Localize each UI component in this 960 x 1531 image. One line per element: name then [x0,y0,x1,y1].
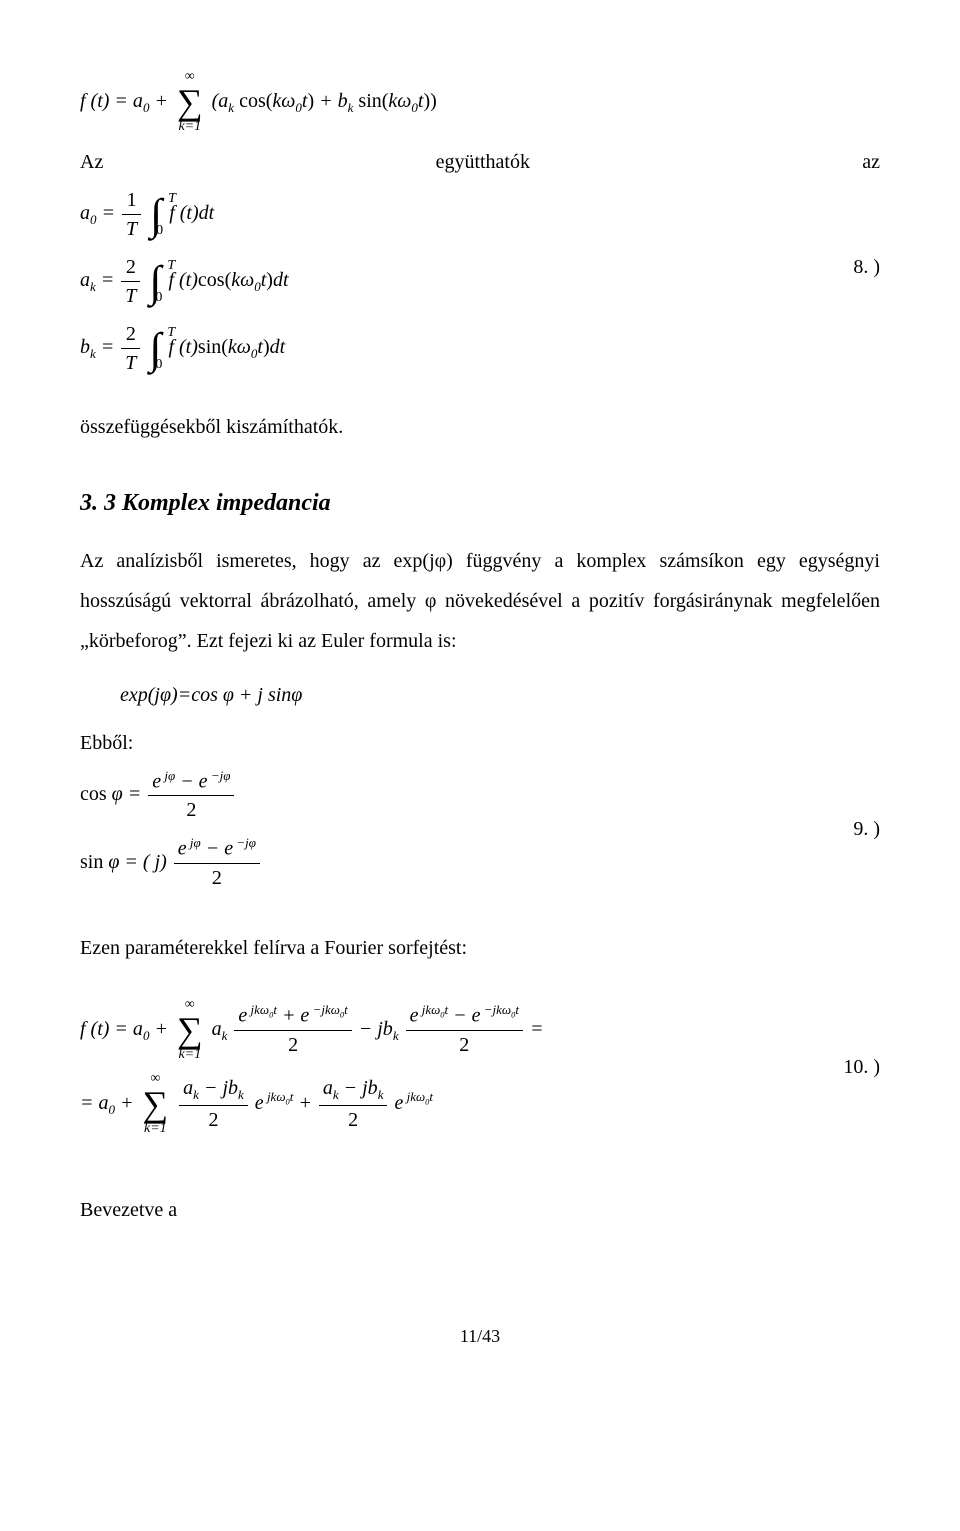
text-fourier-params: Ezen paraméterekkel felírva a Fourier so… [80,928,880,968]
paragraph-intro: Az analízisből ismeretes, hogy az exp(jφ… [80,541,880,661]
eq-text: ak = 2T T∫0 f (t)cos(kω0t)dt [80,253,289,310]
equation-a0: a0 = 1T T∫0 f (t)dt [80,186,880,243]
word-egyutthatok: együtthatók [436,148,530,176]
equation-ak: ak = 2T T∫0 f (t)cos(kω0t)dt 8. ) [80,253,880,310]
equation-bk: bk = 2T T∫0 f (t)sin(kω0t)dt [80,320,880,377]
word-az: Az [80,148,103,176]
equation-number-8: 8. ) [833,253,880,281]
eq10-line1: f (t) = a0 + ∞∑k=1 ak e jkω0t + e −jkω0t… [80,1018,543,1040]
equation-number-10: 10. ) [823,1053,880,1081]
eq-cos: cos φ = e jφ − e −jφ2 [80,783,236,805]
text-ebbol: Ebből: [80,729,880,757]
euler-formula: exp(jφ)=cos φ + j sinφ [120,681,880,709]
equation-number-9: 9. ) [833,815,880,843]
heading-3-3: 3. 3 Komplex impedancia [80,487,880,521]
page-number: 11/43 [80,1324,880,1349]
eq10-line2: = a0 + ∞∑k=1 ak − jbk2 e jkω0t + ak − jb… [80,1092,433,1114]
eq-text: f (t) = a0 + ∞∑k=1 (ak cos(kω0t) + bk si… [80,90,437,112]
text-osszefuggesekbol: összefüggésekből kiszámíthatók. [80,407,880,447]
eq-sin: sin φ = ( j) e jφ − e −jφ2 [80,851,262,873]
eq-text: a0 = 1T T∫0 f (t)dt [80,202,214,224]
equation-fourier-expanded: f (t) = a0 + ∞∑k=1 ak e jkω0t + e −jkω0t… [80,988,880,1146]
equation-cos-sin: cos φ = e jφ − e −jφ2 sin φ = ( j) e jφ … [80,757,880,902]
text-bevezetve: Bevezetve a [80,1196,880,1224]
equation-fourier-series: f (t) = a0 + ∞∑k=1 (ak cos(kω0t) + bk si… [80,70,880,134]
text-row-az: Az együtthatók az [80,148,880,176]
eq-text: bk = 2T T∫0 f (t)sin(kω0t)dt [80,336,285,358]
word-az-right: az [862,148,880,176]
